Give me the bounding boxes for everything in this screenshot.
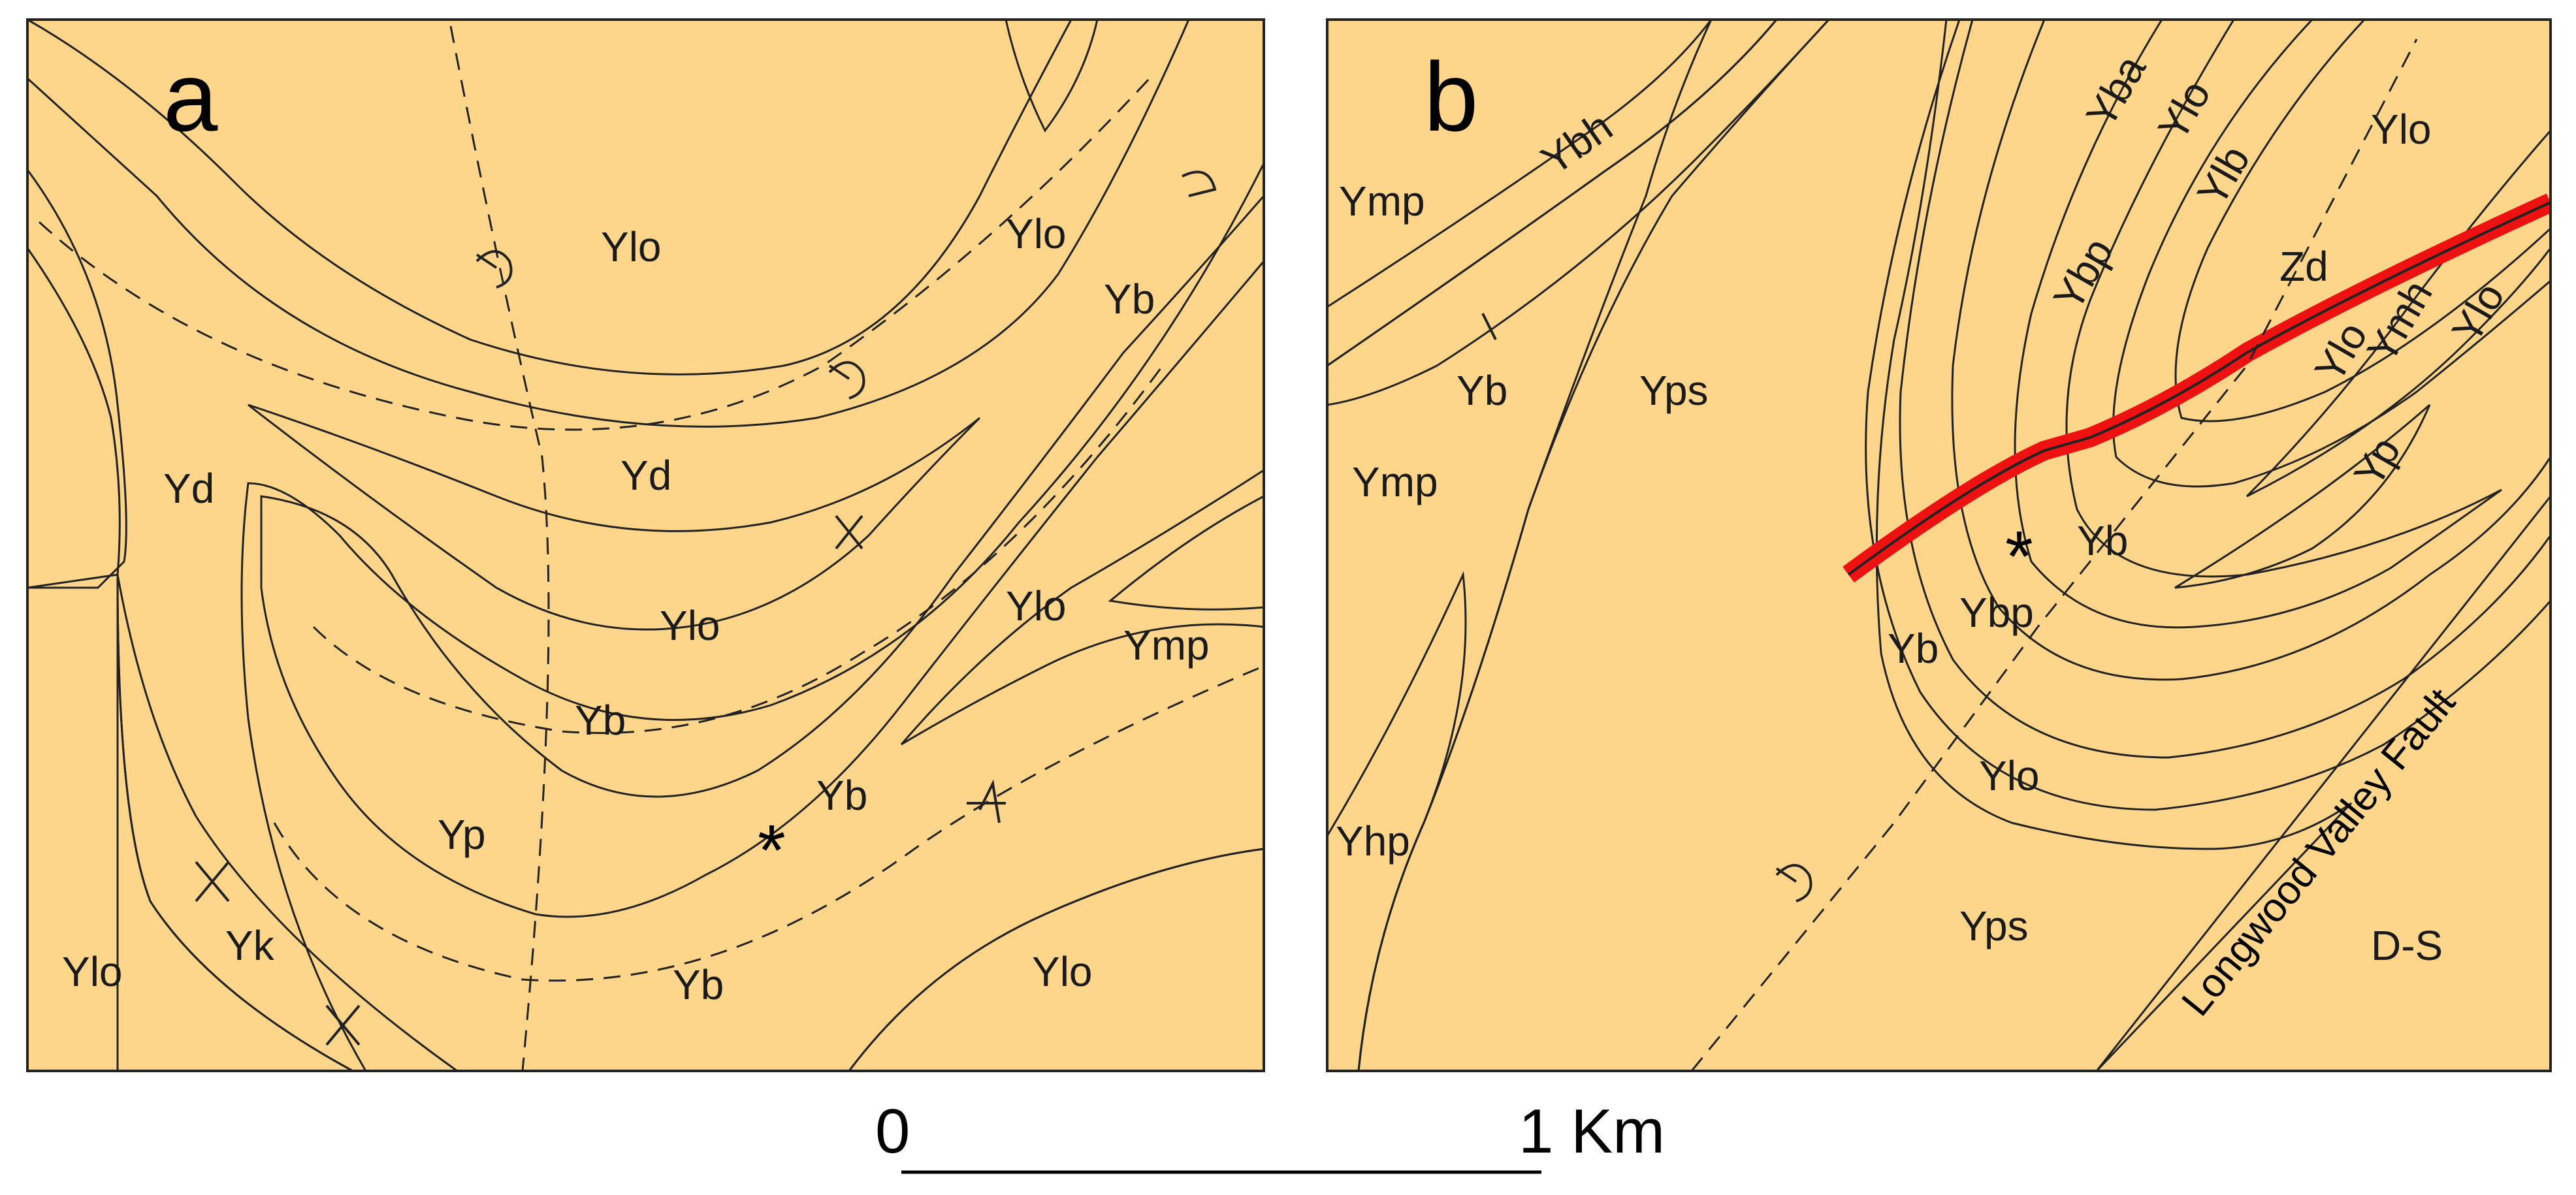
unit-ds bbox=[2095, 494, 2551, 1071]
label-yp: Yp bbox=[438, 811, 486, 858]
panel-a: a Ylo Ylo Ylo Ylo Ylo Ylo Yd Yd Yb Yb Yb… bbox=[26, 18, 1265, 1072]
unit-ybp bbox=[2014, 20, 2502, 629]
form-line-upper bbox=[38, 77, 1151, 431]
red-fault-outline bbox=[1847, 201, 2551, 576]
label-yb-star-b: Yb bbox=[2077, 517, 2128, 564]
unit-ylo-background bbox=[27, 20, 1264, 1071]
fold-symbol-4 bbox=[967, 779, 1006, 823]
unit-yb-nose bbox=[1899, 20, 2551, 759]
tick-yb bbox=[1481, 313, 1497, 340]
fold-axis-curved bbox=[273, 665, 1264, 982]
scale-end-label: 1 Km bbox=[1519, 1096, 1665, 1166]
unit-yb-band bbox=[240, 163, 1264, 1071]
label-ybp-nose: Ybp bbox=[1959, 589, 2034, 636]
panel-b-frame bbox=[1326, 18, 2552, 1072]
fold-symbol-3 bbox=[1182, 170, 1217, 197]
label-yhp: Yhp bbox=[1336, 818, 1410, 865]
unit-yd-band bbox=[27, 20, 1190, 589]
strike-x-3 bbox=[325, 1004, 361, 1046]
unit-ylo-bottom-right bbox=[848, 848, 1264, 1071]
scale-start-label: 0 bbox=[875, 1096, 910, 1166]
unit-yd-left bbox=[27, 246, 121, 1071]
unit-ylo-left bbox=[27, 573, 353, 1071]
star-marker-b: * bbox=[2005, 517, 2033, 597]
label-yd-mid: Yd bbox=[620, 452, 671, 499]
unit-ylo-nose bbox=[1865, 20, 2551, 811]
fold-symbol-b bbox=[1775, 864, 1812, 902]
label-ylo-mid: Ylo bbox=[1006, 210, 1067, 257]
label-ymp: Ymp bbox=[1123, 622, 1210, 669]
unit-ymp-patch bbox=[1108, 495, 1264, 611]
label-yb-left: Yb bbox=[1457, 367, 1507, 414]
label-ds: D-S bbox=[2371, 922, 2443, 969]
label-ylo-bottom-right: Ylo bbox=[1032, 948, 1093, 995]
label-ylo-left: Ylo bbox=[62, 948, 123, 995]
label-yk: Yk bbox=[225, 922, 275, 969]
scale-bar: 0 1 Km bbox=[875, 1096, 1665, 1174]
label-yps-bottom: Yps bbox=[1959, 902, 2029, 949]
unit-yba bbox=[1951, 20, 2551, 681]
fold-axis-vertical bbox=[449, 25, 550, 1071]
form-line-inner bbox=[312, 365, 1164, 734]
panel-b-label: b bbox=[1424, 42, 1478, 151]
label-ymp-mid: Ymp bbox=[1352, 458, 1438, 505]
unit-ylo-inner-b bbox=[2174, 20, 2551, 422]
label-yb-mid: Yb bbox=[575, 697, 626, 744]
label-ylo-nose: Ylo bbox=[1979, 752, 2040, 799]
label-ylo-right: Ylo bbox=[1006, 582, 1067, 629]
label-yb-star: Yb bbox=[816, 772, 867, 819]
unit-ylo-background-b bbox=[1327, 20, 2551, 1071]
label-ylo-top: Ylo bbox=[601, 223, 662, 270]
unit-yd-upper-patch bbox=[1005, 20, 1099, 133]
fold-symbol-1 bbox=[475, 250, 513, 289]
panel-a-label: a bbox=[163, 42, 218, 151]
label-ylo-inner: Ylo bbox=[660, 602, 720, 649]
label-yb-bottom: Yb bbox=[673, 961, 724, 1008]
unit-yp-band bbox=[260, 194, 1264, 918]
label-zd: Zd bbox=[2279, 243, 2328, 290]
label-ylo-b: Ylo bbox=[2371, 106, 2432, 153]
unit-yps bbox=[1357, 20, 2353, 1071]
strike-x-1 bbox=[835, 515, 863, 550]
label-yb-nose: Yb bbox=[1888, 625, 1939, 672]
strike-x-2 bbox=[195, 861, 230, 902]
unit-ylo-inner bbox=[248, 404, 981, 631]
star-marker-a: * bbox=[758, 810, 786, 891]
label-yb-right: Yb bbox=[1104, 276, 1155, 323]
fold-axis-b bbox=[1690, 39, 2418, 1071]
label-yd-left: Yd bbox=[163, 465, 214, 512]
fold-symbol-2 bbox=[828, 361, 865, 400]
unit-ylb bbox=[2112, 20, 2551, 488]
unit-yp-sliver bbox=[2174, 404, 2431, 589]
label-yps-top: Yps bbox=[1639, 367, 1709, 414]
panel-b: b Ymp Ybh Yb Ymp Yhp Yps Yps Yba Ylo Ylb… bbox=[1326, 18, 2552, 1072]
label-ymp-top: Ymp bbox=[1339, 178, 1425, 225]
panel-a-frame bbox=[26, 18, 1265, 1072]
